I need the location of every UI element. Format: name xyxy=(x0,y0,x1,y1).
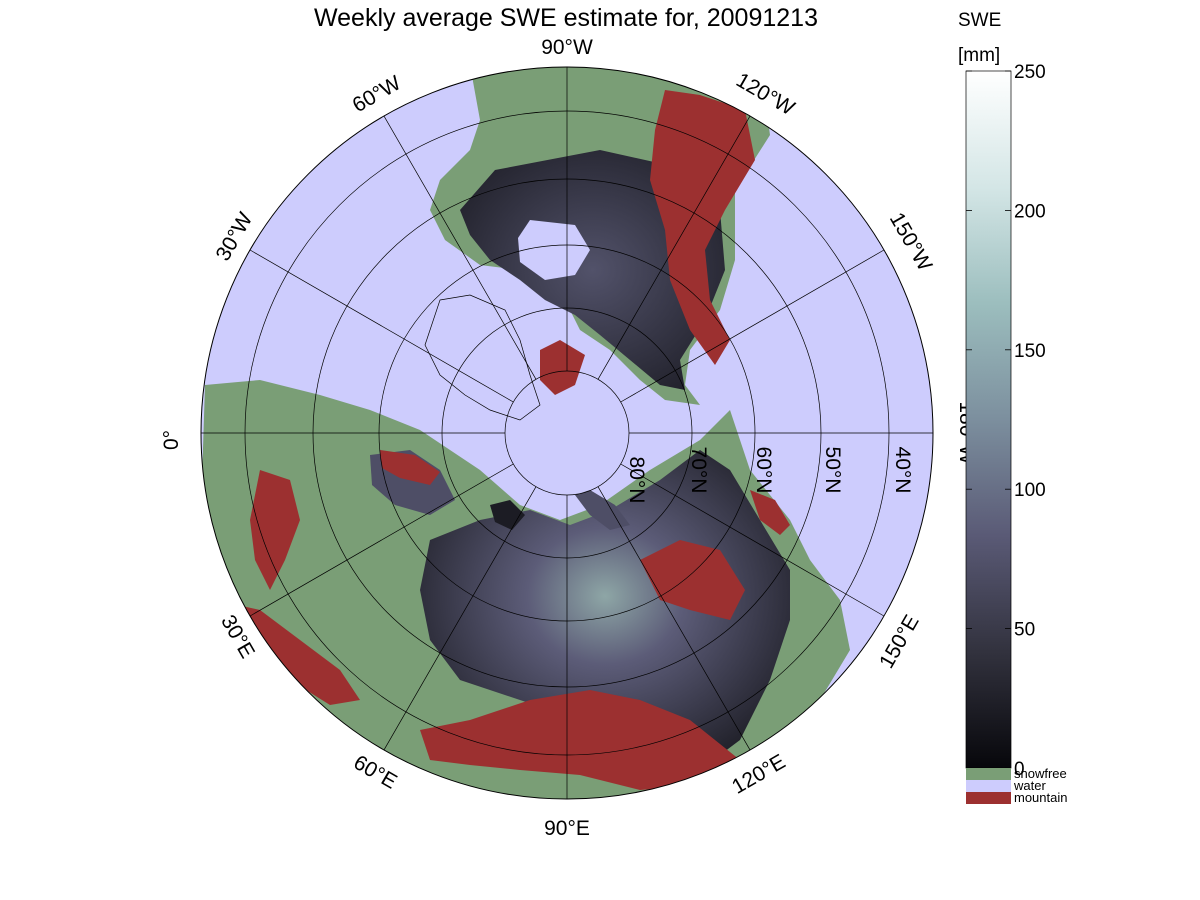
polar-map xyxy=(200,66,934,800)
meridian-line xyxy=(620,463,885,617)
colorbar-title-units: [mm] xyxy=(958,45,1000,66)
colorbar: SWE [mm] 0 50 100 150 200 250 snowfreewatermo… xyxy=(958,10,1067,805)
ellesmere-island xyxy=(540,340,585,395)
colorbar-tick-label: 50 xyxy=(1014,620,1035,641)
colorbar-tick-label: 200 xyxy=(1014,201,1046,222)
legend-swatch-mountain xyxy=(966,792,1011,804)
meridian-line xyxy=(383,486,537,751)
himalaya-mountains xyxy=(420,690,740,790)
colorbar-title-swe: SWE xyxy=(958,10,1001,31)
legend-swatch-snowfree xyxy=(966,768,1011,780)
colorbar-tick-label: 0 xyxy=(1014,759,1025,780)
lon-label-90e: 90°E xyxy=(544,817,590,840)
legend-label-water: water xyxy=(1013,778,1046,793)
colorbar-tick-label: 150 xyxy=(1014,341,1046,362)
lat-label-80n: 80°N xyxy=(625,457,648,504)
meridian-lines xyxy=(201,67,933,799)
greenland xyxy=(424,294,541,421)
ural-mountains xyxy=(250,470,300,590)
eurasia-snow xyxy=(420,450,790,775)
svalbard xyxy=(490,500,525,530)
lon-label-90w: 90°W xyxy=(541,36,593,59)
latitude-labels: 40°N 50°N 60°N 70°N 80°N xyxy=(625,447,914,504)
meridian-line xyxy=(597,115,751,380)
map-title: Weekly average SWE estimate for, 2009121… xyxy=(314,4,818,32)
lat-label-60n: 60°N xyxy=(752,447,775,494)
colorbar-ticks: 0 50 100 150 200 250 xyxy=(966,62,1046,780)
colorbar-tick-label: 250 xyxy=(1014,62,1046,83)
colorbar-gradient xyxy=(965,70,1012,769)
map-border xyxy=(200,66,934,800)
meridian-line xyxy=(597,486,751,751)
novaya-zemlya xyxy=(575,490,630,530)
lat-label-40n: 40°N xyxy=(891,447,914,494)
meridian-line xyxy=(249,463,514,617)
legend-label-mountain: mountain xyxy=(1014,790,1067,805)
lon-label-60e: 60°E xyxy=(350,751,401,794)
colorbar-tick-label: 100 xyxy=(1014,480,1046,501)
legend-swatch-water xyxy=(966,780,1011,792)
lat-label-50n: 50°N xyxy=(821,447,844,494)
hudson-bay xyxy=(518,220,590,280)
legend-label-snowfree: snowfree xyxy=(1014,766,1067,781)
lon-label-150e: 150°E xyxy=(875,611,924,672)
scandinavia-mountains xyxy=(380,450,440,485)
graticule xyxy=(201,67,933,799)
rocky-mountains xyxy=(650,90,755,365)
meridian-line xyxy=(620,249,885,403)
lat-label-70n: 70°N xyxy=(687,447,710,494)
lon-label-0: 0° xyxy=(160,430,183,450)
pacific-coast-mountains xyxy=(750,490,790,535)
meridian-line xyxy=(249,249,514,403)
meridian-line xyxy=(383,115,537,380)
east-asia-mountains xyxy=(640,540,745,620)
north-america-snow xyxy=(460,150,725,390)
